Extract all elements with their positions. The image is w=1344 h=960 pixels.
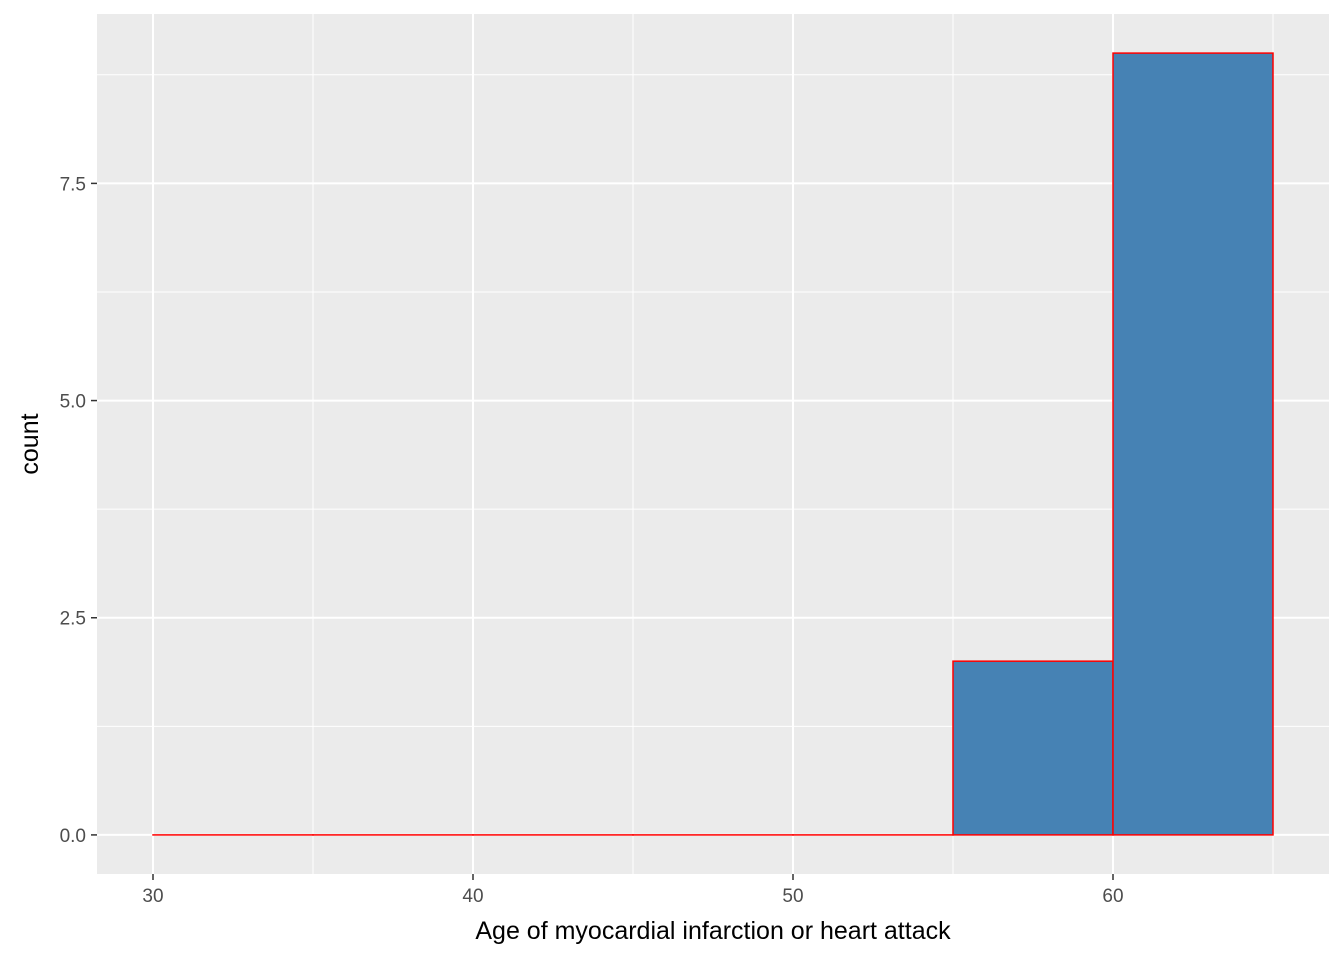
x-axis: 30 40 50 60 xyxy=(142,874,1124,907)
y-tick-label: 0.0 xyxy=(60,826,86,847)
y-axis-title: count xyxy=(16,413,44,474)
x-axis-title: Age of myocardial infarction or heart at… xyxy=(475,917,951,945)
y-axis: 0.0 2.5 5.0 7.5 xyxy=(60,174,97,847)
x-tick-label: 60 xyxy=(1102,886,1123,907)
histogram-bars xyxy=(152,52,1274,836)
y-tick-label: 2.5 xyxy=(60,609,86,630)
y-tick-label: 7.5 xyxy=(60,174,86,195)
histogram-bar xyxy=(1112,52,1274,836)
y-tick-label: 5.0 xyxy=(60,392,86,413)
x-tick-label: 40 xyxy=(462,886,483,907)
histogram-bar xyxy=(952,660,1114,836)
x-tick-label: 50 xyxy=(782,886,803,907)
major-gridlines xyxy=(97,14,1329,874)
x-tick-label: 30 xyxy=(142,886,163,907)
